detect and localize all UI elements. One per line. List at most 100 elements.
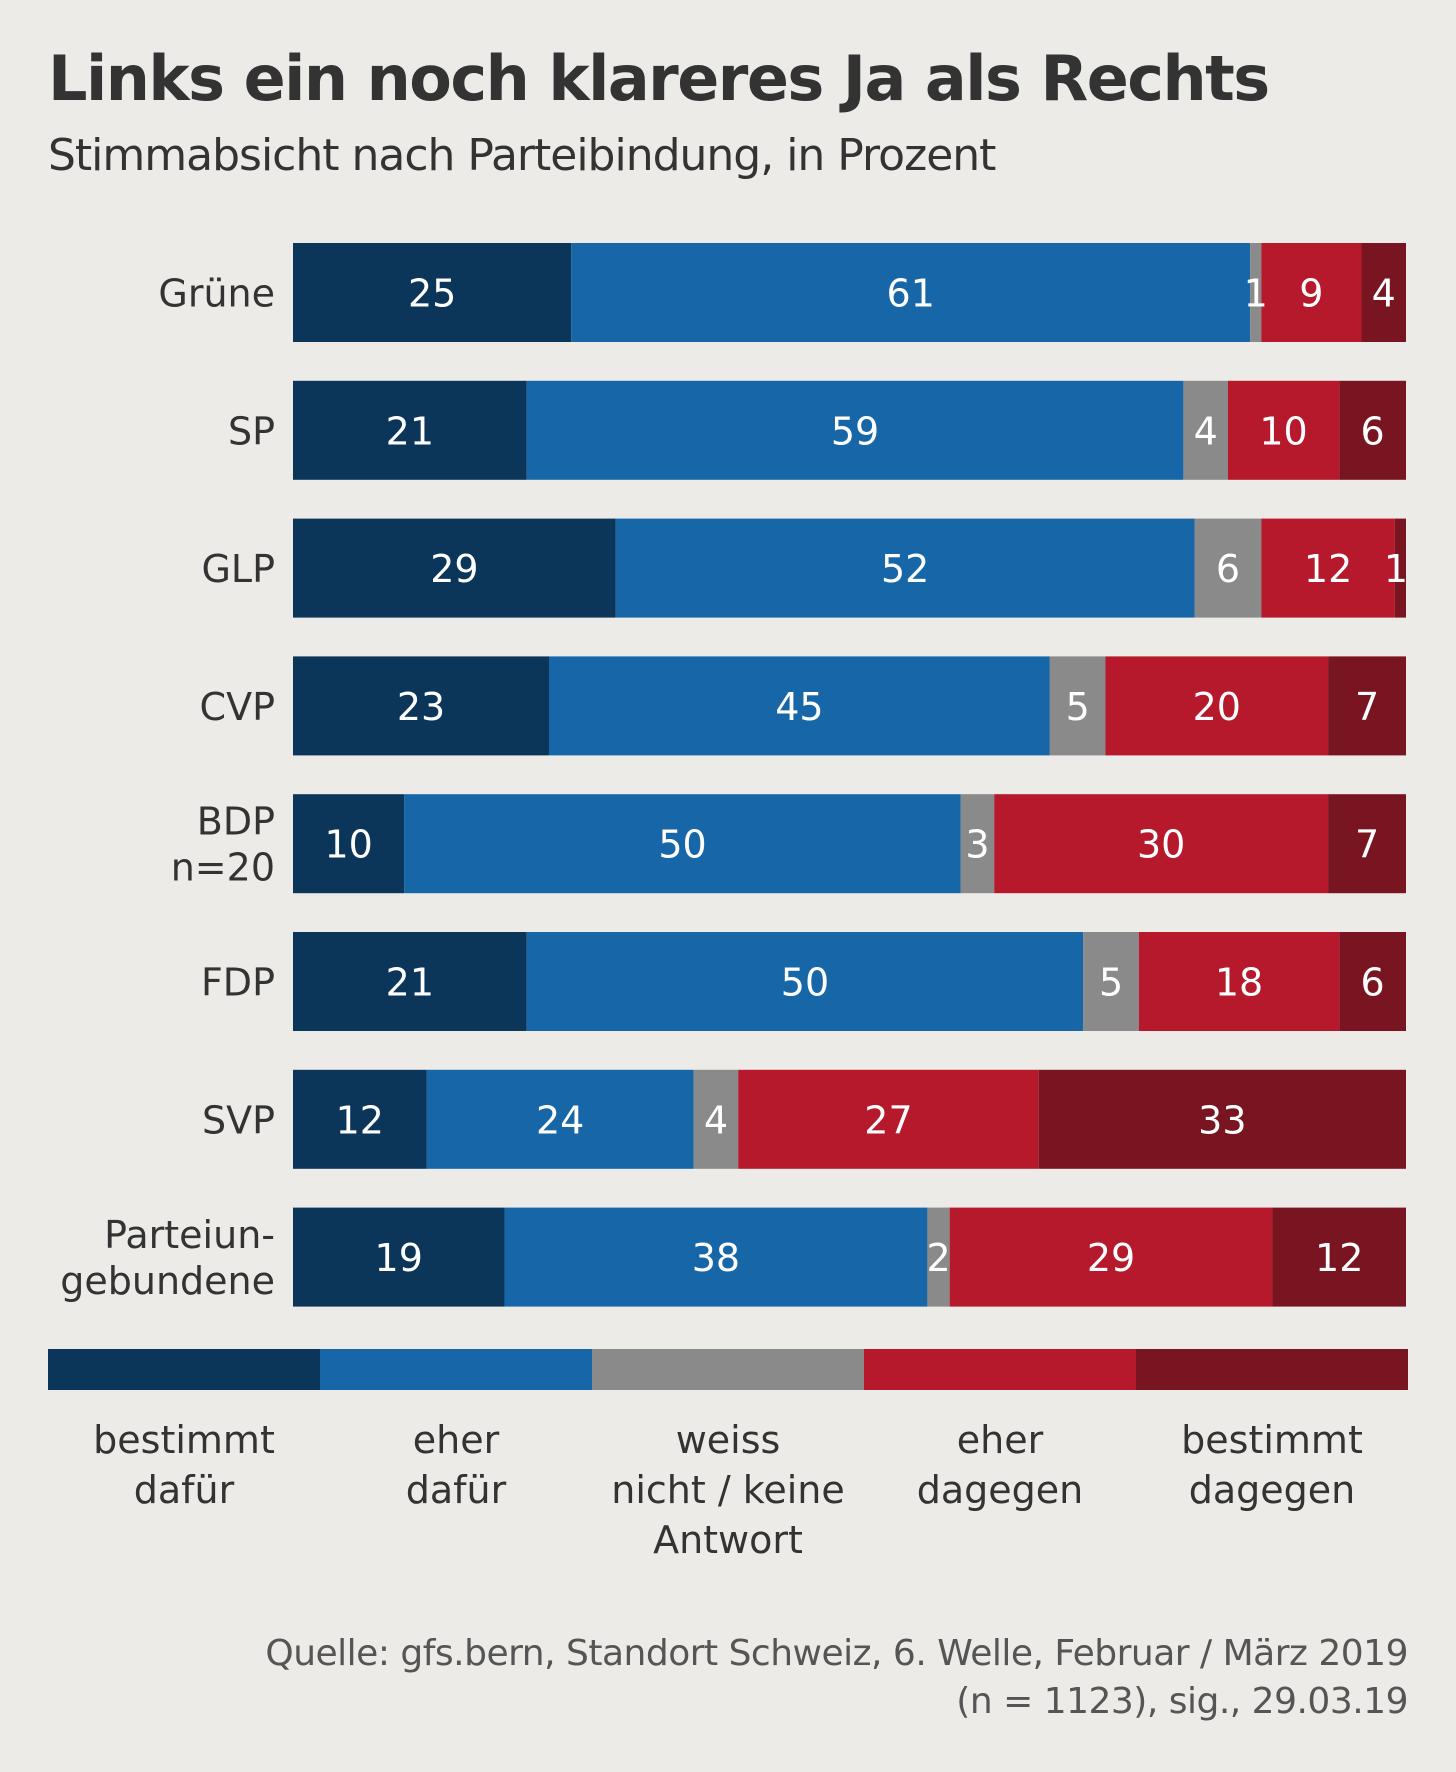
data-label: 25 — [408, 272, 456, 316]
legend-swatch — [592, 1349, 864, 1390]
bar-segment — [1328, 656, 1406, 756]
category-label: CVP — [200, 685, 275, 729]
legend-swatch — [864, 1349, 1136, 1390]
data-label: 52 — [881, 547, 929, 591]
data-label: 21 — [386, 409, 434, 453]
data-label: 61 — [887, 272, 935, 316]
data-label: 4 — [1194, 409, 1218, 453]
data-label: 7 — [1355, 685, 1379, 729]
data-label: 2 — [926, 1236, 950, 1280]
category-label: Parteiun- — [104, 1213, 275, 1257]
bar-segment — [960, 794, 995, 894]
data-label: 7 — [1355, 823, 1379, 867]
bar-segment — [1183, 380, 1228, 480]
source-note: Quelle: gfs.bern, Standort Schweiz, 6. W… — [265, 1630, 1408, 1726]
bar-segment — [615, 518, 1195, 618]
legend-swatch — [320, 1349, 592, 1390]
bar-segment — [1261, 518, 1395, 618]
data-label: 30 — [1137, 823, 1185, 867]
data-label: 12 — [336, 1098, 384, 1142]
data-label: 3 — [965, 823, 989, 867]
category-label: SVP — [202, 1098, 275, 1142]
data-label: 18 — [1215, 961, 1263, 1005]
data-label: 27 — [864, 1098, 912, 1142]
data-label: 5 — [1066, 685, 1090, 729]
bar-segment — [293, 380, 527, 480]
bar-segment — [1105, 656, 1329, 756]
bar-segment — [293, 1069, 427, 1169]
category-label: FDP — [201, 961, 275, 1005]
category-label: SP — [228, 409, 275, 453]
bar-segment — [693, 1069, 739, 1169]
source-line-2: (n = 1123), sig., 29.03.19 — [956, 1681, 1408, 1722]
bar-segment — [1138, 932, 1340, 1031]
data-label: 50 — [781, 961, 829, 1005]
data-label: 10 — [1259, 409, 1307, 453]
data-label: 19 — [375, 1236, 423, 1280]
bar-segment — [1250, 243, 1262, 342]
data-label: 1 — [1384, 547, 1408, 591]
bar-segment — [1394, 518, 1406, 618]
data-label: 6 — [1361, 961, 1385, 1005]
bar-segment — [526, 380, 1184, 480]
category-label: BDP — [197, 800, 275, 844]
data-label: 23 — [397, 685, 445, 729]
bar-segment — [1272, 1207, 1406, 1307]
data-label: 6 — [1361, 409, 1385, 453]
chart-subtitle: Stimmabsicht nach Parteibindung, in Proz… — [48, 130, 996, 181]
legend-label: nicht / keine — [611, 1468, 845, 1512]
bar-segment — [994, 794, 1329, 894]
category-label: n=20 — [171, 846, 275, 890]
chart-title: Links ein noch klareres Ja als Rechts — [48, 42, 1270, 115]
bar-segment — [1261, 243, 1362, 342]
bar-segment — [293, 656, 549, 756]
bar-segment — [526, 932, 1084, 1031]
data-label: 29 — [1087, 1236, 1135, 1280]
category-label: Grüne — [158, 272, 275, 316]
bar-segment — [1361, 243, 1406, 342]
bar-segment — [949, 1207, 1273, 1307]
data-label: 12 — [1304, 547, 1352, 591]
legend-swatch — [1136, 1349, 1408, 1390]
legend-label: dagegen — [917, 1468, 1084, 1512]
legend-swatch — [48, 1349, 320, 1390]
data-label: 10 — [324, 823, 372, 867]
bar-segment — [504, 1207, 928, 1307]
bar-segment — [1049, 656, 1106, 756]
bar-segment — [1083, 932, 1139, 1031]
legend-label: dagegen — [1189, 1468, 1356, 1512]
bar-segment — [293, 1207, 505, 1307]
bar-segment — [293, 243, 572, 342]
bar-segment — [738, 1069, 1039, 1169]
bar-segment — [927, 1207, 950, 1307]
data-label: 9 — [1299, 272, 1323, 316]
data-label: 33 — [1198, 1098, 1246, 1142]
bar-segment — [293, 794, 405, 894]
data-label: 1 — [1244, 272, 1268, 316]
data-label: 4 — [1372, 272, 1396, 316]
bar-segment — [548, 656, 1050, 756]
data-label: 20 — [1193, 685, 1241, 729]
source-line-1: Quelle: gfs.bern, Standort Schweiz, 6. W… — [265, 1633, 1408, 1674]
bar-segment — [1194, 518, 1262, 618]
bar-segment — [1227, 380, 1340, 480]
legend-label: bestimmt — [1181, 1418, 1363, 1462]
data-label: 6 — [1216, 547, 1240, 591]
bar-segment — [1339, 380, 1406, 480]
data-label: 5 — [1099, 961, 1123, 1005]
legend-label: weiss — [676, 1418, 781, 1462]
data-label: 21 — [386, 961, 434, 1005]
bar-segment — [426, 1069, 694, 1169]
bar-segment — [1038, 1069, 1406, 1169]
data-label: 59 — [831, 409, 879, 453]
legend-label: dafür — [134, 1468, 235, 1512]
data-label: 29 — [430, 547, 478, 591]
bar-segment — [1339, 932, 1406, 1031]
bar-segment — [571, 243, 1251, 342]
data-label: 38 — [692, 1236, 740, 1280]
data-label: 12 — [1315, 1236, 1363, 1280]
bar-segment — [293, 932, 527, 1031]
bar-segment — [404, 794, 961, 894]
data-label: 50 — [658, 823, 706, 867]
